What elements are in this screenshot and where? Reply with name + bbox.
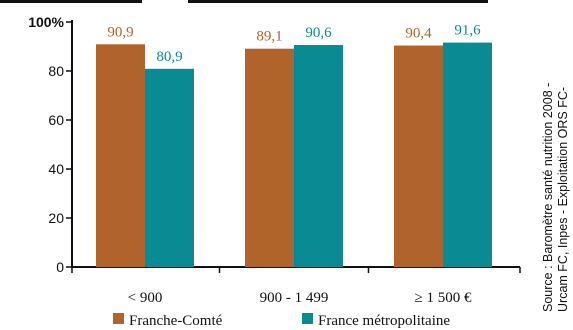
chart-data-labels: 90,9 89,1 90,4 80,9 90,6 91,6	[107, 23, 481, 65]
bar	[443, 42, 492, 267]
chart-legend: Franche-Comté France métropolitaine	[113, 313, 450, 329]
y-tick-label: 80	[48, 63, 64, 79]
bar	[245, 48, 294, 267]
legend-swatch	[113, 313, 124, 324]
source-note-line-2: Urcam FC, Inpes - Exploitation ORS FC-	[556, 87, 570, 312]
data-label: 91,6	[454, 23, 481, 39]
y-tick-label: 0	[56, 259, 64, 275]
y-tick-label: 60	[48, 112, 64, 128]
bar	[145, 68, 194, 267]
top-rule-left	[0, 0, 142, 3]
data-label: 90,4	[405, 26, 432, 42]
x-category-label: ≥ 1 500 €	[415, 290, 472, 306]
data-label: 80,9	[156, 49, 182, 65]
bar	[294, 45, 343, 267]
x-category-label: 900 - 1 499	[260, 290, 329, 306]
bar	[394, 45, 443, 267]
legend-label: France métropolitaine	[318, 313, 450, 329]
x-category-label: < 900	[128, 290, 163, 306]
legend-swatch	[302, 313, 313, 324]
data-label: 90,6	[305, 25, 332, 41]
y-tick-label: 100%	[28, 14, 64, 30]
bar	[96, 44, 145, 267]
y-tick-label: 40	[48, 161, 64, 177]
source-note-line-1: Source : Baromètre santé nutrition 2008 …	[541, 83, 555, 312]
chart-bars	[96, 42, 492, 267]
data-label: 89,1	[256, 29, 282, 45]
y-tick-label: 20	[48, 210, 64, 226]
data-label: 90,9	[107, 24, 133, 40]
top-rule-right	[188, 0, 488, 3]
legend-label: Franche-Comté	[129, 313, 223, 329]
